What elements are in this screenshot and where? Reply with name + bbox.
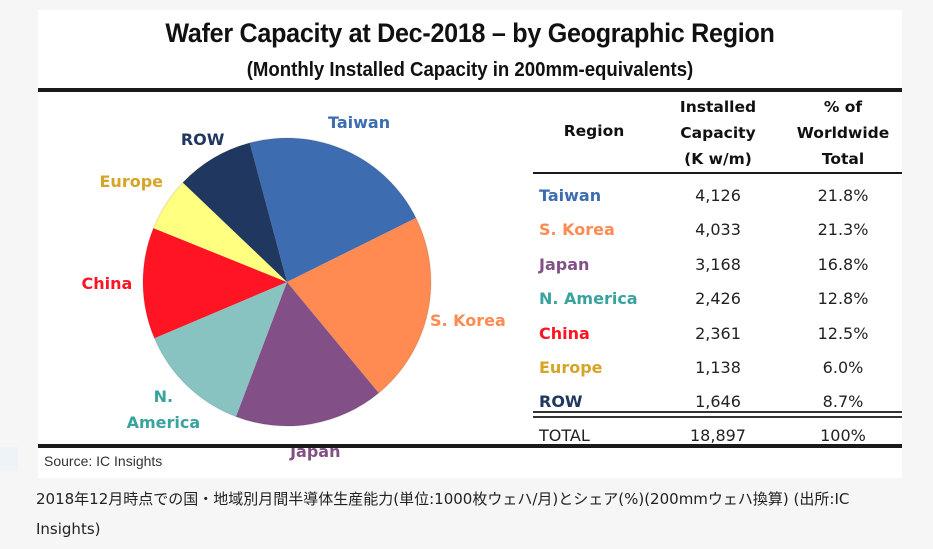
header-capacity-line3: (K w/m) <box>684 150 752 168</box>
pie-label-taiwan: Taiwan <box>328 112 391 132</box>
percent-value: 12.8% <box>817 289 869 309</box>
percent-value: 12.5% <box>817 323 869 343</box>
pie-label-china: China <box>81 273 133 293</box>
table-row: China 2,361 12.5% <box>533 317 902 351</box>
chart-subtitle: (Monthly Installed Capacity in 200mm-equ… <box>246 59 694 81</box>
table-row: Japan 3,168 16.8% <box>533 248 902 282</box>
region-name: Europe <box>539 358 603 377</box>
header-rule <box>533 172 902 174</box>
left-edge-tint <box>0 447 18 471</box>
total-double-rule-top <box>533 411 902 413</box>
bottom-rule <box>38 444 902 448</box>
table-row: Taiwan 4,126 21.8% <box>533 179 902 213</box>
total-capacity: 18,897 <box>690 426 746 445</box>
header-percent-line3: Total <box>821 150 865 168</box>
pie-slice-taiwan <box>249 138 416 282</box>
table-row: N. America 2,426 12.8% <box>533 282 902 316</box>
top-rule <box>38 88 902 92</box>
pie-outline <box>142 137 432 427</box>
chart-title: Wafer Capacity at Dec-2018 – by Geograph… <box>165 18 775 48</box>
pie-label-s-korea: S. Korea <box>429 310 506 330</box>
region-name: Japan <box>539 254 590 274</box>
table-row: Europe 1,138 6.0% <box>533 351 902 385</box>
percent-value: 21.8% <box>817 186 869 205</box>
header-percent-line1: % of <box>823 98 863 116</box>
pie-slice-china <box>143 228 287 339</box>
capacity-value: 1,138 <box>695 358 741 377</box>
region-name: S. Korea <box>539 220 615 240</box>
header-percent-line2: Worldwide <box>796 124 890 142</box>
percent-value: 6.0% <box>822 358 864 377</box>
total-percent: 100% <box>820 426 866 445</box>
pie-slice-s-korea <box>287 217 431 393</box>
chart-figure: Wafer Capacity at Dec-2018 – by Geograph… <box>38 10 902 478</box>
region-name: China <box>539 323 590 343</box>
pie-slice-japan <box>235 282 379 426</box>
header-capacity-line1: Installed <box>679 98 757 116</box>
capacity-value: 4,033 <box>695 220 741 240</box>
pie-slice-n-america <box>154 282 287 417</box>
table-row: ROW 1,646 8.7% <box>533 385 902 419</box>
table-row-total: TOTAL 18,897 100% <box>533 419 902 453</box>
pie-label-n-america: N. America <box>126 387 201 433</box>
total-double-rule-bottom <box>533 416 902 418</box>
total-label: TOTAL <box>539 426 590 445</box>
percent-value: 8.7% <box>822 392 864 412</box>
capacity-value: 2,426 <box>695 289 741 309</box>
region-name: Taiwan <box>539 186 602 205</box>
header-region: Region <box>563 122 625 140</box>
percent-value: 21.3% <box>817 220 869 240</box>
pie-label-europe: Europe <box>99 171 164 191</box>
source-note: Source: IC Insights <box>44 453 163 469</box>
capacity-value: 1,646 <box>695 392 741 412</box>
pie-slice-europe <box>153 182 287 282</box>
pie-label-row: ROW <box>180 130 225 150</box>
pie-label-japan: Japan <box>290 441 341 461</box>
pie-chart <box>142 137 432 427</box>
table-row: S. Korea 4,033 21.3% <box>533 213 902 247</box>
percent-value: 16.8% <box>817 254 869 274</box>
capacity-value: 4,126 <box>695 186 741 205</box>
header-capacity-line2: Capacity <box>680 124 756 142</box>
figure-caption: 2018年12月時点での国・地域別月間半導体生産能力(単位:1000枚ウェハ/月… <box>36 490 850 538</box>
region-name: ROW <box>539 392 583 412</box>
capacity-value: 2,361 <box>695 323 741 343</box>
capacity-value: 3,168 <box>695 254 741 274</box>
pie-slice-row <box>182 142 287 282</box>
region-name: N. America <box>539 289 638 309</box>
